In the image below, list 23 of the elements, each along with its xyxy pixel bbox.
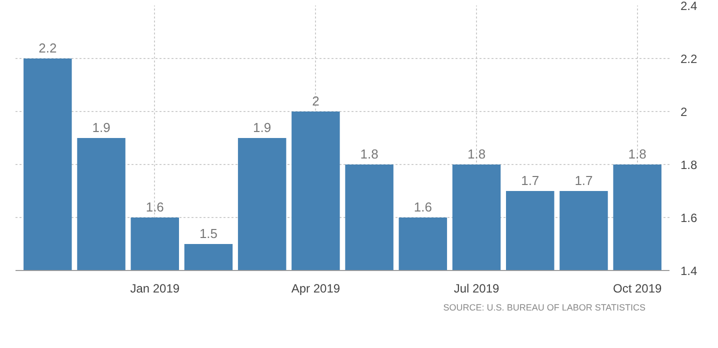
data-label: 1.7 xyxy=(521,173,540,188)
y-tick-label: 2 xyxy=(680,105,688,119)
data-label: 1.6 xyxy=(414,200,432,214)
data-label: 2.2 xyxy=(38,40,57,56)
data-label: 1.8 xyxy=(360,146,378,162)
x-tick-label: Apr 2019 xyxy=(291,282,340,296)
y-tick-label: 1.6 xyxy=(680,211,698,225)
data-label: 1.9 xyxy=(92,120,110,135)
data-label: 1.8 xyxy=(467,146,486,162)
y-tick-label: 1.8 xyxy=(680,158,698,172)
source-note: SOURCE: U.S. BUREAU OF LABOR STATISTICS xyxy=(443,302,646,312)
data-label: 1.6 xyxy=(146,200,164,214)
y-tick-label: 2.2 xyxy=(680,52,698,66)
data-label: 1.8 xyxy=(628,146,646,162)
x-tick-label: Oct 2019 xyxy=(612,282,662,296)
data-label: 2 xyxy=(312,94,320,108)
data-label: 1.5 xyxy=(199,226,218,241)
x-tick-label: Jul 2019 xyxy=(454,282,500,296)
y-tick-label: 1.4 xyxy=(680,264,698,278)
data-label: 1.7 xyxy=(574,173,593,188)
x-tick-label: Jan 2019 xyxy=(130,282,180,296)
y-tick-label: 2.4 xyxy=(680,0,698,13)
data-label: 1.9 xyxy=(253,120,272,135)
